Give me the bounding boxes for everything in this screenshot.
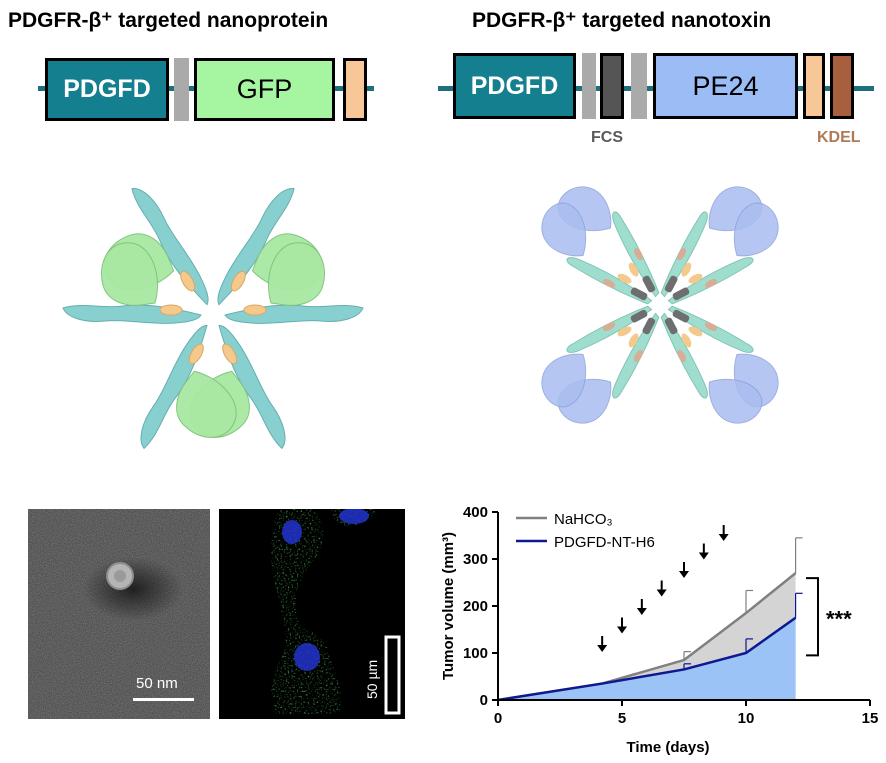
y-tick-label: 0 [480,692,488,709]
y-tick-label: 200 [463,598,488,615]
x-tick-label: 5 [618,710,626,727]
x-tick-label: 0 [494,710,502,727]
right-linker-1 [582,53,596,119]
fluorescence-micrograph: 50 µm [219,509,405,719]
kdel-label: KDEL [817,129,861,146]
left-gfp-domain: GFP [194,58,335,121]
left-tag-domain [343,58,367,121]
y-tick-label: 300 [463,551,488,568]
right-pdgfd-domain: PDGFD [453,53,576,119]
right-panel-title: PDGFR-β⁺ targeted nanotoxin [472,9,772,32]
kdel-domain [830,53,854,119]
tem-scale-label: 50 nm [136,675,178,692]
treatment-line [497,616,797,702]
x-tick-label: 15 [862,710,879,727]
dose-arrowhead [656,589,667,597]
y-tick-label: 400 [463,504,488,521]
fcs-label: FCS [591,129,623,146]
legend-nahco3-label: NaHCO₃ [554,511,613,528]
left-pdgfd-domain: PDGFD [45,58,169,121]
right-tag-domain [803,53,825,119]
nucleus-2 [339,509,369,524]
nanotoxin-structure [528,173,792,437]
y-axis-label: Tumor volume (mm³) [440,532,457,680]
y-tick-label: 100 [463,645,488,662]
x-tick-label: 10 [738,710,755,727]
fluo-scale-bar [384,635,401,715]
treatment-area [498,617,796,700]
fcs-domain [600,53,624,119]
tem-scale-bar [133,698,194,701]
nucleus-1 [282,520,302,544]
left-panel-title: PDGFR-β⁺ targeted nanoprotein [8,9,329,32]
tumor-volume-chart: 0 5 10 15 0 100 200 300 400 Time (days) Tumor volu… [440,504,879,756]
x-axis-label: Time (days) [626,739,709,756]
legend-treatment-label: PDGFD-NT-H6 [554,534,655,551]
pe24-domain: PE24 [653,53,798,119]
nucleus-3 [294,643,320,671]
dose-arrowhead [698,552,709,560]
right-linker-2 [631,53,647,119]
dose-arrowhead [679,571,689,578]
dose-arrowhead [718,534,729,541]
tem-micrograph: 50 nm [28,509,210,719]
dose-arrowhead [617,626,627,634]
dose-arrowhead [636,608,647,615]
significance-label: *** [826,607,852,632]
nanoprotein-structure [62,180,364,475]
dose-arrowhead [597,645,608,652]
fluo-scale-label: 50 µm [364,660,380,699]
significance-bracket [806,577,819,657]
left-linker [174,58,189,121]
